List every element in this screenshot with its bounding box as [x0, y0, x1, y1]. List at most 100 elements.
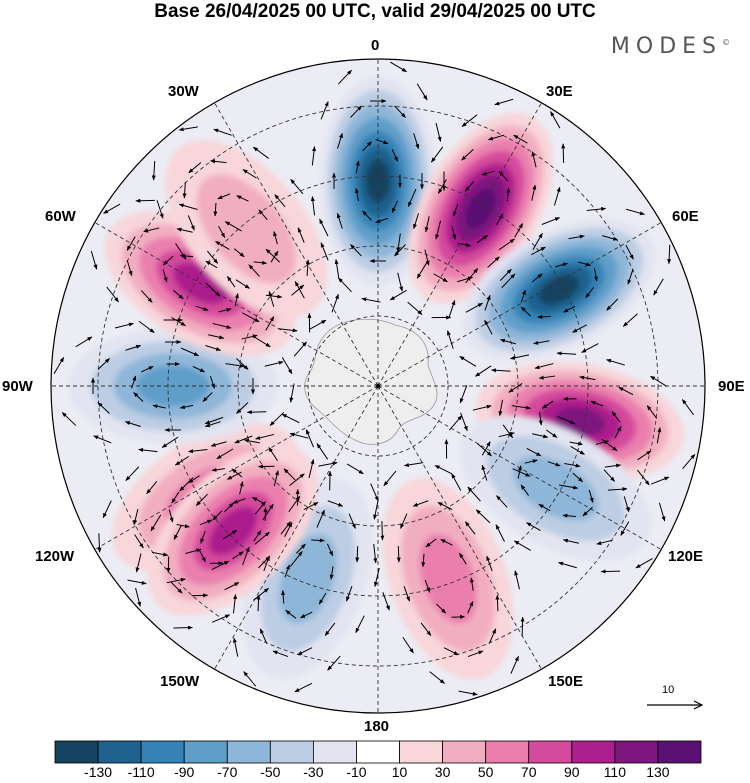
wind-vector	[429, 671, 445, 684]
wind-vector	[512, 468, 531, 477]
wind-vector	[447, 330, 454, 349]
meridian-line	[94, 222, 379, 387]
wind-vector	[486, 555, 493, 572]
wind-vector	[380, 521, 385, 541]
wind-vector	[234, 293, 239, 307]
wind-vector	[558, 561, 577, 569]
wind-vector	[435, 122, 442, 142]
wind-vector	[202, 392, 213, 402]
reference-vector-arrow	[647, 700, 704, 710]
wind-vector	[290, 178, 304, 195]
wind-vector	[564, 463, 581, 468]
colorbar-tick-label: 130	[646, 764, 670, 780]
wind-vector	[433, 273, 448, 283]
colorbar-tick-label: -110	[127, 764, 155, 780]
colorbar-tick-label: -70	[217, 764, 238, 780]
wind-vector	[171, 491, 180, 504]
wind-vector	[458, 690, 478, 696]
wind-vector	[646, 405, 658, 419]
wind-vector	[501, 273, 516, 289]
wind-vector	[397, 272, 404, 292]
wind-vector	[251, 496, 265, 504]
wind-vector	[475, 509, 491, 524]
colorbar-tick-label: 10	[391, 764, 408, 780]
lon-label-90e: 90E	[718, 378, 745, 395]
wind-vector	[465, 268, 479, 284]
colorbar-bin	[183, 740, 228, 764]
wind-vector	[425, 538, 437, 548]
wind-vector	[484, 294, 491, 311]
wind-vector	[520, 616, 525, 637]
lon-label-60e: 60E	[672, 208, 699, 225]
wind-vector	[464, 181, 475, 192]
wind-vector	[265, 316, 275, 331]
wind-vector	[481, 170, 495, 176]
wind-vector	[225, 363, 245, 368]
wind-vector	[199, 550, 206, 563]
wind-vector	[224, 582, 240, 591]
wind-vector	[185, 548, 202, 554]
lon-label-0: 0	[371, 37, 380, 54]
wind-vector	[242, 169, 257, 179]
wind-vector	[281, 590, 286, 604]
wind-vector	[234, 435, 253, 444]
wind-vector	[200, 530, 206, 544]
wind-vector	[534, 363, 554, 370]
wind-vector	[168, 509, 174, 523]
wind-vector	[562, 513, 576, 518]
wind-vector	[517, 465, 522, 479]
wind-vector	[510, 655, 519, 674]
wind-vector	[246, 410, 267, 415]
wind-vector	[508, 383, 523, 393]
wind-vector	[305, 259, 310, 276]
lon-label-150w: 150W	[160, 673, 200, 690]
wind-vector	[175, 243, 187, 260]
wind-vector	[593, 268, 598, 282]
wind-vector	[134, 534, 144, 549]
wind-vector	[97, 358, 110, 370]
colorbar-bin	[356, 740, 400, 764]
wind-vector	[211, 560, 230, 571]
wind-vector	[495, 594, 500, 612]
wind-vector	[336, 132, 343, 149]
meridian-line	[377, 102, 542, 387]
wind-vector	[650, 375, 667, 387]
wind-vector	[375, 139, 389, 145]
wind-vector	[513, 540, 532, 551]
wind-vector	[443, 647, 459, 656]
wind-vector	[176, 227, 193, 233]
colorbar-bin	[485, 740, 530, 764]
wind-vector	[327, 500, 344, 507]
wind-vector	[481, 464, 488, 481]
wind-vector	[355, 160, 360, 174]
wind-vector	[75, 336, 93, 348]
wind-vector	[163, 255, 174, 266]
wind-vector	[532, 433, 549, 439]
wind-vector	[309, 319, 327, 330]
wind-vector	[262, 503, 274, 521]
wind-vector	[375, 217, 389, 223]
wind-vector	[320, 101, 329, 120]
wind-vector	[488, 628, 497, 644]
wind-vector	[476, 235, 488, 244]
colorbar-bin	[97, 740, 142, 764]
wind-vector	[133, 509, 139, 526]
wind-vector	[495, 213, 504, 226]
wind-vector	[350, 244, 362, 257]
wind-vector	[459, 385, 468, 404]
wind-vector	[114, 322, 134, 329]
wind-vector	[656, 427, 662, 444]
wind-vector	[520, 484, 529, 496]
wind-vector	[176, 524, 190, 529]
wind-vector	[476, 442, 492, 457]
wind-vector	[496, 495, 508, 508]
wind-vector	[618, 386, 634, 396]
colorbar-bin	[226, 740, 271, 764]
wind-vector	[133, 392, 144, 402]
lon-label-150e: 150E	[548, 673, 584, 690]
wind-vector	[348, 513, 356, 529]
wind-vector	[274, 194, 286, 208]
wind-vector	[403, 585, 410, 602]
wind-vector	[430, 146, 444, 163]
wind-vector	[131, 375, 137, 389]
